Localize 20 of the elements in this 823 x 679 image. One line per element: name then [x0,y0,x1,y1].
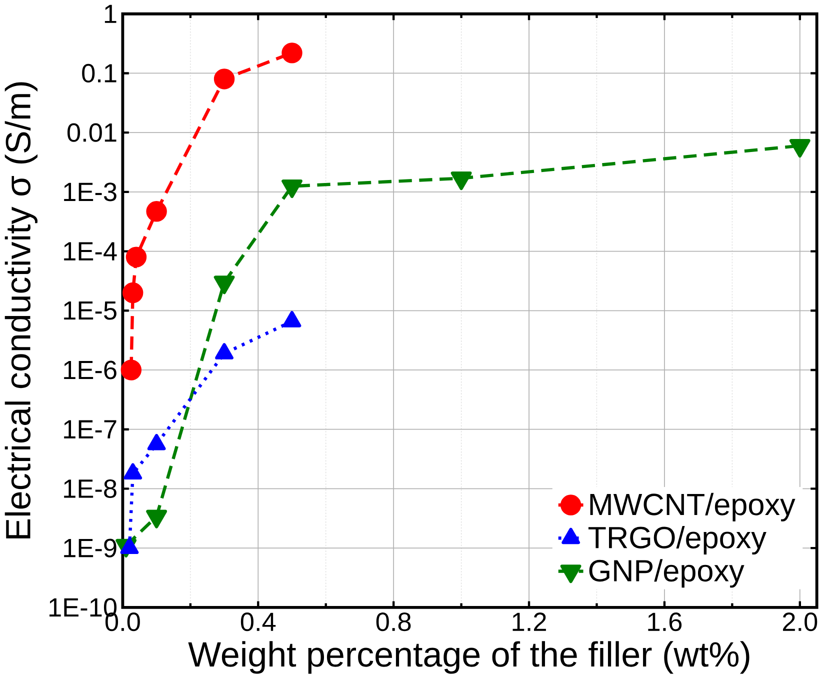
y-tick-label: 0.01 [67,123,116,142]
x-tick-label: 2.0 [782,612,818,632]
x-tick-label: 0.4 [240,612,276,632]
legend-label: GNP/epoxy [589,559,744,588]
y-tick-label: 1E-7 [64,420,116,439]
y-axis-title: Electrical conductivity σ (S/m) [4,82,38,539]
y-tick-label: 1E-6 [64,360,116,380]
y-tick-label: 1E-4 [64,242,117,261]
y-tick-label: 1E-9 [64,538,116,558]
x-tick-label: 1.2 [512,612,546,632]
legend-label: MWCNT/epoxy [590,493,796,522]
y-tick-label: 1 [104,5,116,24]
legend-label: TRGO/epoxy [588,526,766,555]
y-tick-label: 1E-8 [64,480,116,498]
x-tick-label: 1.6 [648,612,682,632]
x-axis-title: Weight percentage of the filler (wt%) [188,641,750,674]
x-tick-label: 0.8 [376,612,411,632]
y-tick-label: 0.1 [82,64,116,83]
y-tick-label: 1E-3 [64,182,116,202]
y-tick-label: 1E-5 [64,302,116,320]
